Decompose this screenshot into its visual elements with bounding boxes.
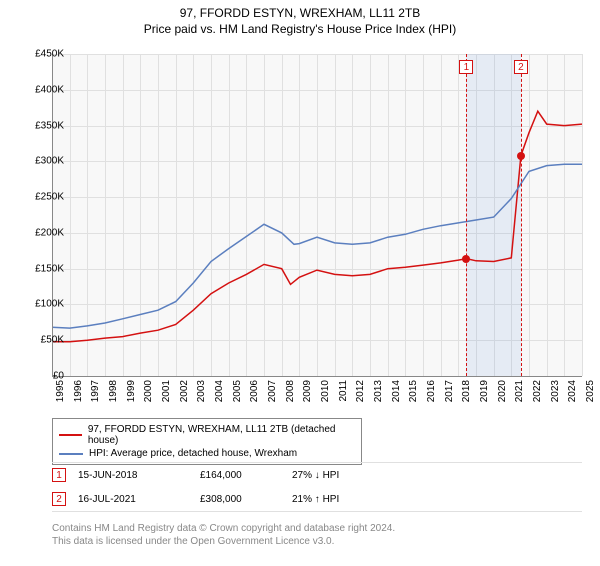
x-tick: 1998: [108, 380, 119, 402]
legend-swatch: [59, 434, 82, 436]
x-tick: 2010: [320, 380, 331, 402]
x-tick: 2020: [497, 380, 508, 402]
x-tick: 2014: [391, 380, 402, 402]
y-tick: £50K: [20, 335, 68, 346]
x-tick: 2008: [285, 380, 296, 402]
event-date: 16-JUL-2021: [78, 494, 188, 505]
event-diff: 27% ↓ HPI: [292, 470, 382, 481]
legend-swatch: [59, 453, 83, 455]
x-tick: 2000: [143, 380, 154, 402]
line-series: [52, 54, 582, 376]
y-tick: £350K: [20, 120, 68, 131]
y-tick: £450K: [20, 49, 68, 60]
x-tick: 2017: [444, 380, 455, 402]
y-tick: £150K: [20, 263, 68, 274]
event-marker-1: 1: [459, 60, 473, 74]
footer-line-1: Contains HM Land Registry data © Crown c…: [52, 522, 582, 535]
x-tick: 2001: [161, 380, 172, 402]
legend-label: HPI: Average price, detached house, Wrex…: [89, 448, 297, 459]
event-price: £164,000: [200, 470, 280, 481]
legend: 97, FFORDD ESTYN, WREXHAM, LL11 2TB (det…: [52, 418, 362, 465]
y-axis-line: [52, 54, 53, 376]
event-price: £308,000: [200, 494, 280, 505]
x-tick: 2003: [196, 380, 207, 402]
plot-area: 12: [52, 54, 582, 376]
x-tick: 1999: [126, 380, 137, 402]
x-tick: 2025: [585, 380, 596, 402]
y-tick: £100K: [20, 299, 68, 310]
x-tick: 2015: [408, 380, 419, 402]
x-tick: 1995: [55, 380, 66, 402]
x-tick: 2007: [267, 380, 278, 402]
event-row-marker: 1: [52, 468, 66, 482]
x-tick: 2016: [426, 380, 437, 402]
x-tick: 2009: [302, 380, 313, 402]
y-tick: £300K: [20, 156, 68, 167]
x-tick: 1996: [73, 380, 84, 402]
x-tick: 2024: [567, 380, 578, 402]
x-tick: 2021: [514, 380, 525, 402]
chart-title: 97, FFORDD ESTYN, WREXHAM, LL11 2TB: [0, 6, 600, 20]
event-date: 15-JUN-2018: [78, 470, 188, 481]
event-row-marker: 2: [52, 492, 66, 506]
x-tick: 2018: [461, 380, 472, 402]
event-diff: 21% ↑ HPI: [292, 494, 382, 505]
legend-item: HPI: Average price, detached house, Wrex…: [59, 447, 355, 460]
x-tick: 1997: [90, 380, 101, 402]
legend-item: 97, FFORDD ESTYN, WREXHAM, LL11 2TB (det…: [59, 423, 355, 447]
x-tick: 2002: [179, 380, 190, 402]
y-tick: £250K: [20, 192, 68, 203]
y-tick: £400K: [20, 84, 68, 95]
x-tick: 2019: [479, 380, 490, 402]
x-tick: 2022: [532, 380, 543, 402]
events-table: 1 15-JUN-2018 £164,000 27% ↓ HPI 2 16-JUL-202…: [52, 462, 582, 512]
x-tick: 2005: [232, 380, 243, 402]
x-tick: 2023: [550, 380, 561, 402]
x-tick: 2012: [355, 380, 366, 402]
event-row: 2 16-JUL-2021 £308,000 21% ↑ HPI: [52, 487, 582, 511]
legend-label: 97, FFORDD ESTYN, WREXHAM, LL11 2TB (det…: [88, 424, 355, 446]
x-tick: 2006: [249, 380, 260, 402]
footer-line-2: This data is licensed under the Open Gov…: [52, 535, 582, 548]
y-tick: £200K: [20, 227, 68, 238]
event-marker-2: 2: [514, 60, 528, 74]
x-tick: 2004: [214, 380, 225, 402]
x-tick: 2013: [373, 380, 384, 402]
x-axis-line: [52, 376, 582, 377]
event-row: 1 15-JUN-2018 £164,000 27% ↓ HPI: [52, 463, 582, 487]
price-chart: 97, FFORDD ESTYN, WREXHAM, LL11 2TB Pric…: [0, 6, 600, 566]
chart-subtitle: Price paid vs. HM Land Registry's House …: [0, 22, 600, 36]
footer: Contains HM Land Registry data © Crown c…: [52, 522, 582, 548]
x-tick: 2011: [338, 380, 349, 402]
